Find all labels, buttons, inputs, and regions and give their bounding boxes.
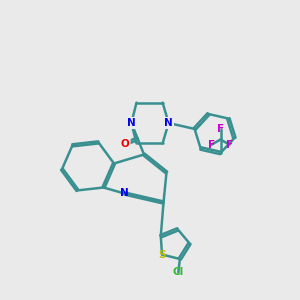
Text: N: N [164,118,173,128]
Text: N: N [120,188,129,199]
Text: O: O [121,139,130,149]
Text: S: S [158,250,166,260]
Text: N: N [127,118,136,128]
Text: F: F [208,140,215,150]
Text: F: F [226,140,233,150]
Text: Cl: Cl [173,268,184,278]
Text: F: F [217,124,224,134]
